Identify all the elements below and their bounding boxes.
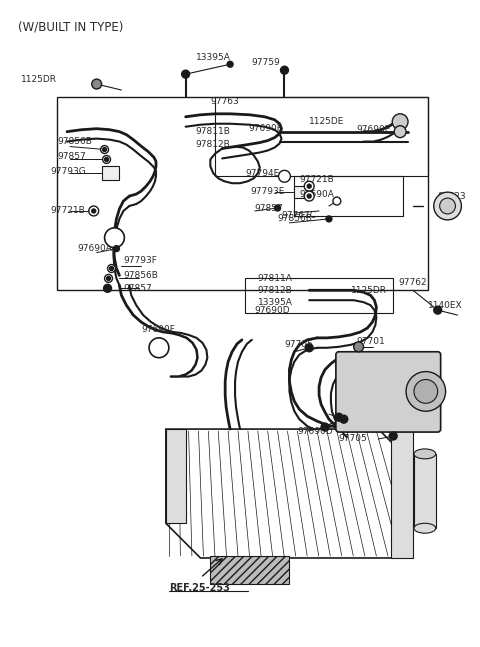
- Circle shape: [108, 265, 116, 272]
- Circle shape: [105, 228, 124, 248]
- Text: 97759: 97759: [252, 58, 281, 67]
- Text: 97856B: 97856B: [123, 271, 158, 280]
- Bar: [245, 278, 393, 313]
- Circle shape: [304, 181, 314, 191]
- Circle shape: [414, 380, 438, 403]
- Text: 97705: 97705: [339, 435, 368, 443]
- Circle shape: [354, 342, 363, 352]
- Text: 97705: 97705: [285, 340, 313, 349]
- Polygon shape: [166, 429, 413, 558]
- Text: 97721B: 97721B: [50, 206, 85, 215]
- Text: A: A: [156, 344, 162, 352]
- Text: 97690A: 97690A: [300, 190, 334, 199]
- Text: 97793G: 97793G: [50, 167, 86, 176]
- Circle shape: [307, 184, 311, 188]
- Circle shape: [92, 79, 102, 89]
- Text: 1140EX: 1140EX: [428, 301, 462, 310]
- Text: 97763: 97763: [210, 98, 239, 106]
- Circle shape: [321, 423, 329, 431]
- Text: 1125DR: 1125DR: [351, 286, 387, 295]
- Circle shape: [275, 205, 280, 211]
- Text: 1125DR: 1125DR: [21, 74, 57, 83]
- Circle shape: [105, 274, 112, 282]
- Text: REF.25-253: REF.25-253: [169, 583, 230, 593]
- Circle shape: [104, 284, 111, 292]
- Text: 97767C: 97767C: [281, 212, 316, 221]
- Text: 97856B: 97856B: [57, 137, 92, 146]
- Polygon shape: [391, 429, 413, 558]
- Circle shape: [280, 66, 288, 74]
- Circle shape: [305, 344, 313, 352]
- Text: 97690F: 97690F: [248, 124, 282, 133]
- Circle shape: [278, 170, 290, 182]
- FancyBboxPatch shape: [336, 352, 441, 432]
- Text: 97857: 97857: [57, 152, 86, 161]
- Text: 97812B: 97812B: [258, 286, 292, 295]
- Text: 97701: 97701: [357, 337, 385, 346]
- Text: (W/BUILT IN TYPE): (W/BUILT IN TYPE): [18, 21, 123, 34]
- Text: 97794E: 97794E: [245, 169, 279, 178]
- Text: 97812B: 97812B: [195, 140, 230, 149]
- Text: 97856B: 97856B: [277, 214, 312, 223]
- Ellipse shape: [414, 449, 436, 459]
- Circle shape: [335, 413, 343, 421]
- Text: 97857: 97857: [123, 284, 152, 293]
- Text: 97857: 97857: [255, 204, 284, 212]
- Circle shape: [440, 198, 456, 214]
- Circle shape: [394, 126, 406, 138]
- Circle shape: [105, 157, 108, 161]
- Circle shape: [107, 276, 110, 280]
- Text: 97690D: 97690D: [297, 426, 333, 435]
- Circle shape: [392, 114, 408, 129]
- Circle shape: [326, 216, 332, 222]
- Circle shape: [92, 209, 96, 213]
- Bar: [216, 97, 428, 176]
- Text: 97690D: 97690D: [255, 305, 290, 314]
- Circle shape: [227, 61, 233, 67]
- Circle shape: [103, 155, 110, 164]
- Bar: [294, 176, 403, 216]
- Circle shape: [340, 415, 348, 423]
- Bar: [210, 556, 289, 584]
- Circle shape: [389, 432, 397, 440]
- Circle shape: [304, 191, 314, 201]
- Circle shape: [149, 338, 169, 358]
- Text: 97793F: 97793F: [123, 256, 157, 265]
- Circle shape: [109, 267, 113, 270]
- Text: 1125DE: 1125DE: [309, 117, 345, 126]
- Text: 97793E: 97793E: [250, 186, 284, 195]
- Text: 97811B: 97811B: [195, 127, 230, 136]
- Text: 97623: 97623: [438, 192, 466, 201]
- Text: 97690E: 97690E: [357, 125, 391, 134]
- Circle shape: [101, 146, 108, 153]
- Circle shape: [113, 246, 120, 252]
- Circle shape: [182, 70, 190, 78]
- Text: 13395A: 13395A: [195, 53, 230, 62]
- Ellipse shape: [414, 523, 436, 533]
- Text: 13395A: 13395A: [258, 298, 293, 307]
- Text: 97762: 97762: [398, 278, 427, 287]
- Text: 97690A: 97690A: [77, 244, 112, 253]
- Text: 97811A: 97811A: [258, 274, 293, 283]
- Circle shape: [307, 194, 311, 198]
- Bar: [294, 186, 312, 198]
- Bar: [414, 454, 436, 528]
- Bar: [57, 97, 428, 291]
- Bar: [102, 166, 120, 181]
- Circle shape: [89, 206, 99, 216]
- Circle shape: [103, 148, 107, 151]
- Circle shape: [333, 197, 341, 205]
- Text: 97721B: 97721B: [300, 175, 334, 184]
- Circle shape: [406, 371, 445, 411]
- Polygon shape: [166, 429, 186, 523]
- Circle shape: [434, 306, 442, 314]
- Text: 97690F: 97690F: [141, 325, 175, 334]
- Text: A: A: [111, 233, 118, 242]
- Circle shape: [434, 192, 461, 220]
